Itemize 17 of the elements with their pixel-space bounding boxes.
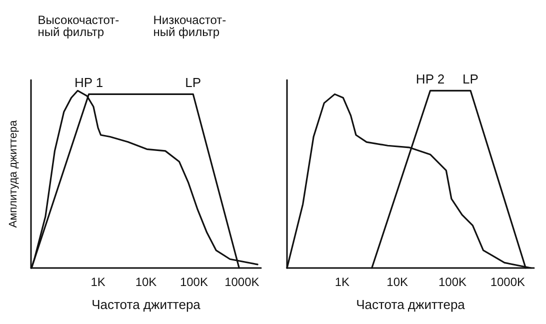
x-tick-label: 10K <box>386 275 408 289</box>
annotation: HP 2 <box>416 72 445 87</box>
annotation: LP <box>462 72 478 87</box>
x-tick-label: 1K <box>90 275 106 289</box>
annotation: LP <box>185 75 202 90</box>
x-tick-label: 1K <box>334 275 350 289</box>
text: Низкочастот- ный фильтр <box>153 13 226 39</box>
text: Высокочастот- ный фильтр <box>38 13 120 39</box>
y-axis-title: Амплитуда джиттера <box>8 119 20 228</box>
x-tick-label: 100K <box>180 275 208 289</box>
x-tick-label: 1000K <box>490 275 526 289</box>
x-tick-label: 100K <box>438 275 467 289</box>
x-tick-label: 1000K <box>224 275 260 289</box>
x-axis-title: Частота джиттера <box>92 297 202 312</box>
x-tick-label: 10K <box>135 275 157 289</box>
annotation: HP 1 <box>74 75 104 90</box>
x-axis-title: Частота джиттера <box>356 297 466 312</box>
